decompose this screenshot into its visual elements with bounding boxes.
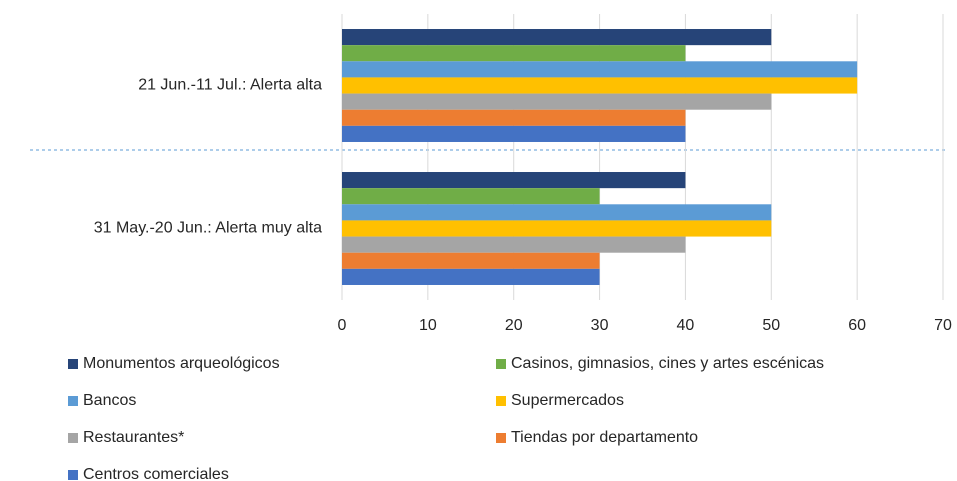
bar [342, 236, 686, 253]
bar [342, 77, 858, 94]
legend-swatch [68, 470, 78, 480]
bar [342, 204, 772, 221]
x-tick-label: 60 [848, 317, 866, 334]
bar [342, 61, 858, 78]
legend-label: Bancos [83, 392, 136, 409]
y-tick-label: 31 May.-20 Jun.: Alerta muy alta [94, 220, 322, 237]
legend-label: Restaurantes* [83, 429, 184, 446]
x-tick-label: 20 [505, 317, 523, 334]
legend-swatch [496, 396, 506, 406]
bar [342, 252, 600, 269]
legend-label: Casinos, gimnasios, cines y artes escéni… [511, 355, 824, 372]
bar [342, 172, 686, 189]
bar [342, 268, 600, 285]
bar [342, 109, 686, 126]
bar [342, 45, 686, 62]
bar [342, 220, 772, 237]
legend-label: Tiendas por departamento [511, 429, 698, 446]
bar [342, 93, 772, 110]
legend-label: Centros comerciales [83, 466, 229, 481]
x-tick-label: 70 [934, 317, 952, 334]
legend-swatch [68, 433, 78, 443]
x-tick-label: 30 [591, 317, 609, 334]
legend-label: Supermercados [511, 392, 624, 409]
x-tick-label: 0 [338, 317, 347, 334]
x-tick-label: 40 [677, 317, 695, 334]
legend-swatch [496, 359, 506, 369]
bar [342, 29, 772, 46]
bar [342, 125, 686, 142]
x-tick-label: 50 [762, 317, 780, 334]
bar [342, 188, 600, 205]
y-tick-label: 21 Jun.-11 Jul.: Alerta alta [138, 77, 322, 94]
legend-swatch [68, 396, 78, 406]
legend-swatch [68, 359, 78, 369]
x-tick-label: 10 [419, 317, 437, 334]
legend-label: Monumentos arqueológicos [83, 355, 280, 372]
legend-swatch [496, 433, 506, 443]
